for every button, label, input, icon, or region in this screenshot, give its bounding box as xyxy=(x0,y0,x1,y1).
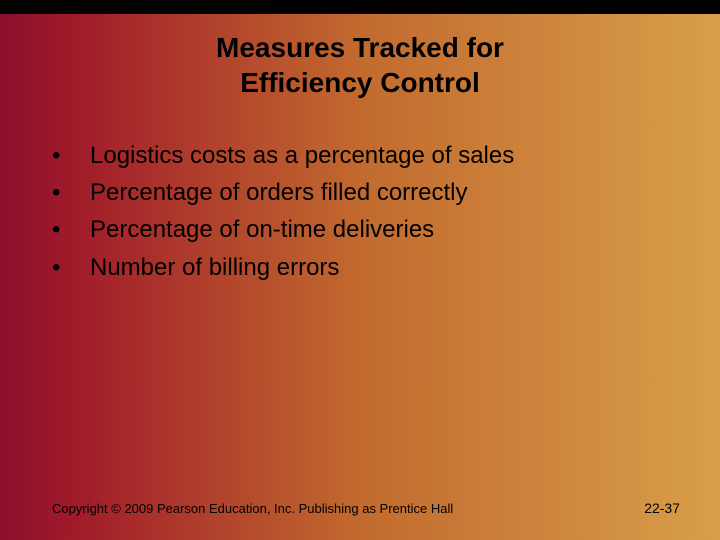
bullet-icon: • xyxy=(52,140,90,171)
bullet-icon: • xyxy=(52,252,90,283)
list-item: • Percentage of on-time deliveries xyxy=(52,214,680,245)
top-accent-band xyxy=(0,0,720,14)
bullet-icon: • xyxy=(52,177,90,208)
bullet-text: Number of billing errors xyxy=(90,252,339,283)
slide: Measures Tracked for Efficiency Control … xyxy=(0,0,720,540)
title-line-2: Efficiency Control xyxy=(240,67,480,98)
slide-number: 22-37 xyxy=(644,500,680,516)
title-line-1: Measures Tracked for xyxy=(216,32,504,63)
bullet-text: Logistics costs as a percentage of sales xyxy=(90,140,514,171)
list-item: • Logistics costs as a percentage of sal… xyxy=(52,140,680,171)
bullet-list: • Logistics costs as a percentage of sal… xyxy=(52,140,680,289)
bullet-text: Percentage of orders filled correctly xyxy=(90,177,468,208)
list-item: • Number of billing errors xyxy=(52,252,680,283)
bullet-text: Percentage of on-time deliveries xyxy=(90,214,434,245)
list-item: • Percentage of orders filled correctly xyxy=(52,177,680,208)
copyright-text: Copyright © 2009 Pearson Education, Inc.… xyxy=(52,501,453,516)
bullet-icon: • xyxy=(52,214,90,245)
slide-title: Measures Tracked for Efficiency Control xyxy=(0,30,720,100)
